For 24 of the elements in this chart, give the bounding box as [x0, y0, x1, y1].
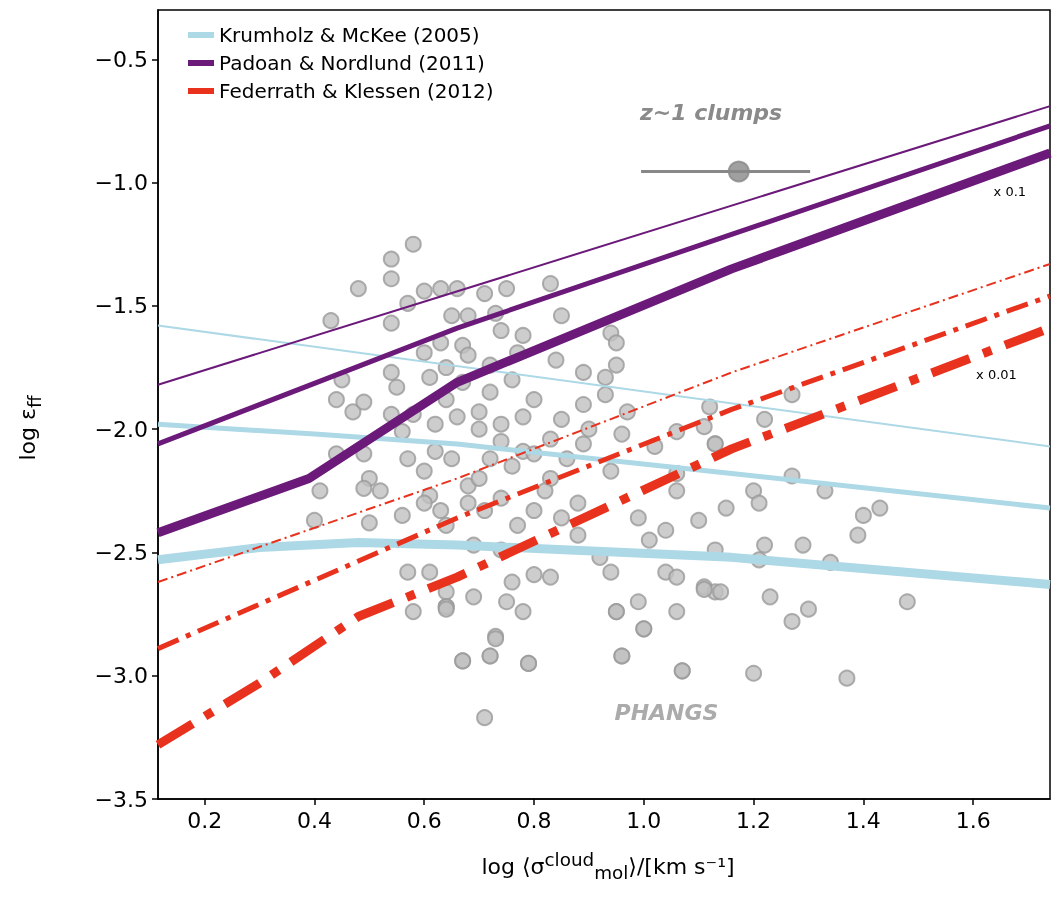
- x-tick-label: 1.6: [955, 807, 991, 833]
- line-series: [157, 262, 1051, 584]
- x-tick-label: 1.2: [736, 807, 772, 833]
- x-tick-label: 0.8: [516, 807, 552, 833]
- x-axis-title: log ⟨σ$^{cloud}$$_{mol}$⟩/[km s⁻¹]: [481, 848, 735, 884]
- y-tick-label: −1.0: [94, 170, 148, 196]
- x-tick-label: 1.0: [626, 807, 662, 833]
- y-tick-label: −3.5: [94, 786, 148, 812]
- y-tick-label: −2.5: [94, 539, 148, 565]
- y-tick-label: −3.0: [94, 663, 148, 689]
- y-tick-label: −2.0: [94, 416, 148, 442]
- annotation: x 0.01: [976, 367, 1017, 383]
- annotation: x 0.1: [993, 183, 1027, 199]
- y-tick-label: −0.5: [94, 46, 148, 72]
- x-tick-label: 0.2: [187, 807, 223, 833]
- x-tick-label: 0.6: [406, 807, 442, 833]
- legend-label: Padoan & Nordlund (2011): [219, 51, 485, 75]
- y-tick-label: −1.5: [94, 293, 148, 319]
- x-tick-label: 1.4: [845, 807, 881, 833]
- legend-label: Krumholz & McKee (2005): [219, 23, 480, 47]
- annotation: PHANGS: [614, 699, 719, 725]
- annotation: z~1 clumps: [638, 100, 783, 126]
- x-tick-label: 0.4: [296, 807, 332, 833]
- legend-label: Federrath & Klessen (2012): [219, 79, 494, 103]
